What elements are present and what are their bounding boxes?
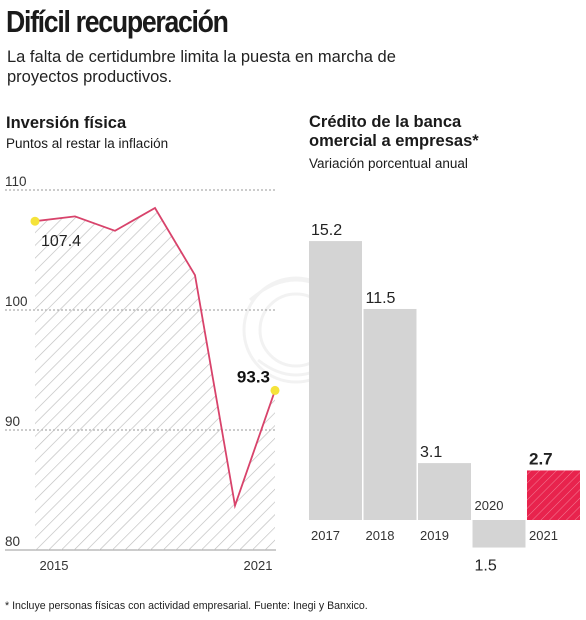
left-line-chart: 110 100 90 80 107.4 93.3 2015 2021 bbox=[5, 174, 280, 573]
end-value-label: 93.3 bbox=[237, 367, 270, 386]
bar-category-label-2020: 2020 bbox=[475, 498, 504, 513]
page-title: Difícil recuperación bbox=[6, 4, 229, 39]
bar-2021 bbox=[527, 470, 580, 520]
bar-value-label-2018: 11.5 bbox=[366, 290, 396, 307]
series-line bbox=[34, 206, 276, 510]
bar-category-label-2017: 2017 bbox=[311, 528, 340, 543]
start-point-marker bbox=[30, 216, 40, 226]
right-chart-subtitle: Variación porcentual anual bbox=[309, 156, 468, 171]
x-tick-label-start: 2015 bbox=[40, 558, 69, 573]
left-chart-subtitle: Puntos al restar la inflación bbox=[6, 136, 169, 151]
y-tick-label-90: 90 bbox=[5, 414, 20, 429]
bar-value-label-2017: 15.2 bbox=[311, 222, 342, 239]
right-chart-title-line-1: Crédito de la banca bbox=[309, 113, 462, 131]
page-subtitle: La falta de certidumbre limita la puesta… bbox=[7, 48, 396, 86]
area-fill bbox=[35, 208, 275, 550]
left-chart-title: Inversión física bbox=[6, 114, 127, 132]
bar-2019 bbox=[418, 463, 471, 520]
y-tick-label-80: 80 bbox=[5, 534, 20, 549]
start-value-label: 107.4 bbox=[41, 233, 81, 250]
bar-category-label-2021: 2021 bbox=[529, 528, 558, 543]
end-point-marker bbox=[270, 385, 280, 395]
right-bar-chart: 15.2 2017 11.5 2018 3.1 2019 1.5 2020 2.7 2021 bbox=[309, 222, 580, 575]
bar-value-label-2020: 1.5 bbox=[475, 558, 497, 575]
bar-2018 bbox=[363, 308, 417, 520]
bar-2017 bbox=[309, 241, 362, 520]
bar-category-label-2019: 2019 bbox=[420, 528, 449, 543]
bar-value-label-2019: 3.1 bbox=[420, 444, 442, 461]
right-chart-title-line-2: omercial a empresas* bbox=[309, 132, 479, 150]
x-tick-label-end: 2021 bbox=[244, 558, 273, 573]
y-tick-label-100: 100 bbox=[5, 294, 28, 309]
bar-value-label-2021: 2.7 bbox=[529, 449, 553, 468]
bar-2020 bbox=[472, 520, 526, 548]
y-tick-label-110: 110 bbox=[5, 174, 27, 189]
bar-category-label-2018: 2018 bbox=[366, 528, 395, 543]
footnote: * Incluye personas físicas con actividad… bbox=[5, 600, 368, 612]
